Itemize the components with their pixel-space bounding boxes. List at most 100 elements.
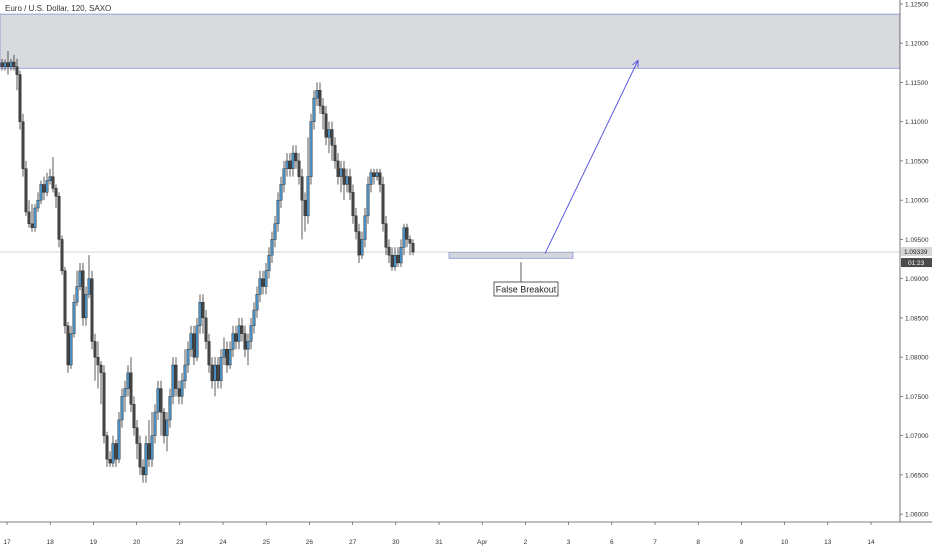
candle[interactable] [165, 412, 169, 452]
candle[interactable] [177, 380, 181, 405]
candle[interactable] [42, 176, 46, 201]
candle[interactable] [264, 262, 268, 295]
candle[interactable] [234, 325, 238, 350]
candle[interactable] [246, 333, 250, 366]
candle[interactable] [0, 58, 4, 71]
candle[interactable] [153, 404, 157, 444]
candle[interactable] [300, 168, 304, 240]
candle[interactable] [411, 239, 415, 256]
candle[interactable] [180, 372, 184, 405]
candle[interactable] [54, 184, 58, 209]
candle[interactable] [162, 408, 166, 444]
candle[interactable] [3, 59, 7, 71]
candle[interactable] [261, 270, 265, 295]
candle[interactable] [258, 270, 262, 303]
candle[interactable] [390, 247, 394, 271]
candle[interactable] [105, 431, 109, 468]
candle[interactable] [138, 435, 142, 475]
candle[interactable] [357, 223, 361, 263]
candle[interactable] [84, 286, 88, 326]
candle[interactable] [201, 294, 205, 334]
candle[interactable] [129, 357, 133, 413]
candle[interactable] [198, 294, 202, 334]
candle[interactable] [78, 262, 82, 291]
candle[interactable] [168, 388, 172, 428]
candle[interactable] [345, 168, 349, 193]
candle[interactable] [348, 168, 352, 201]
candle[interactable] [333, 137, 337, 169]
candle[interactable] [312, 90, 316, 130]
candle[interactable] [303, 192, 307, 232]
candle[interactable] [36, 192, 40, 212]
candle[interactable] [321, 98, 325, 130]
candle[interactable] [18, 70, 22, 130]
candle[interactable] [150, 412, 154, 468]
candle[interactable] [159, 380, 163, 436]
candle[interactable] [336, 153, 340, 185]
candle[interactable] [387, 239, 391, 263]
candle[interactable] [369, 168, 373, 193]
candle[interactable] [366, 176, 370, 224]
candle[interactable] [216, 357, 220, 389]
candle[interactable] [93, 333, 97, 381]
candle[interactable] [60, 235, 64, 275]
candle[interactable] [294, 145, 298, 169]
candle[interactable] [213, 357, 217, 397]
candle[interactable] [147, 419, 151, 468]
candle[interactable] [210, 357, 214, 389]
candle[interactable] [225, 341, 229, 373]
candle[interactable] [372, 168, 376, 185]
candle[interactable] [204, 310, 208, 350]
candle[interactable] [183, 349, 187, 389]
candle[interactable] [27, 200, 31, 228]
candle[interactable] [6, 51, 10, 75]
candle[interactable] [297, 153, 301, 185]
candle[interactable] [324, 105, 328, 146]
resistance-zone[interactable] [0, 13, 901, 69]
candle[interactable] [123, 380, 127, 413]
candle[interactable] [51, 156, 55, 193]
candle[interactable] [15, 58, 19, 91]
candle[interactable] [33, 204, 37, 232]
candle[interactable] [219, 349, 223, 389]
candle[interactable] [222, 337, 226, 366]
candle[interactable] [279, 176, 283, 209]
candle[interactable] [57, 192, 61, 248]
candle[interactable] [132, 396, 136, 436]
candle[interactable] [117, 412, 121, 464]
candle[interactable] [87, 255, 91, 299]
candle[interactable] [378, 168, 382, 193]
candle[interactable] [30, 204, 34, 232]
candle[interactable] [249, 317, 253, 350]
candle[interactable] [351, 184, 355, 224]
candle[interactable] [48, 168, 52, 185]
candle[interactable] [267, 247, 271, 279]
candle[interactable] [21, 113, 25, 177]
candle[interactable] [327, 121, 331, 154]
candle[interactable] [72, 294, 76, 338]
candle[interactable] [306, 137, 310, 224]
candle[interactable] [96, 341, 100, 389]
candle[interactable] [339, 160, 343, 193]
candle[interactable] [363, 208, 367, 248]
candle[interactable] [12, 54, 16, 71]
candle[interactable] [90, 270, 94, 350]
candle[interactable] [330, 121, 334, 161]
candle[interactable] [315, 82, 319, 106]
candle[interactable] [360, 231, 364, 260]
candle[interactable] [195, 317, 199, 362]
candle[interactable] [135, 419, 139, 460]
candle[interactable] [405, 223, 409, 248]
annotation-box[interactable] [493, 281, 559, 297]
candle[interactable] [141, 459, 145, 483]
candle[interactable] [189, 325, 193, 358]
candle[interactable] [282, 160, 286, 193]
candle[interactable] [243, 325, 247, 358]
candle[interactable] [171, 357, 175, 405]
candle[interactable] [273, 215, 277, 248]
candle[interactable] [408, 235, 412, 256]
candle[interactable] [252, 302, 256, 334]
candle[interactable] [309, 113, 313, 185]
candle[interactable] [354, 208, 358, 240]
